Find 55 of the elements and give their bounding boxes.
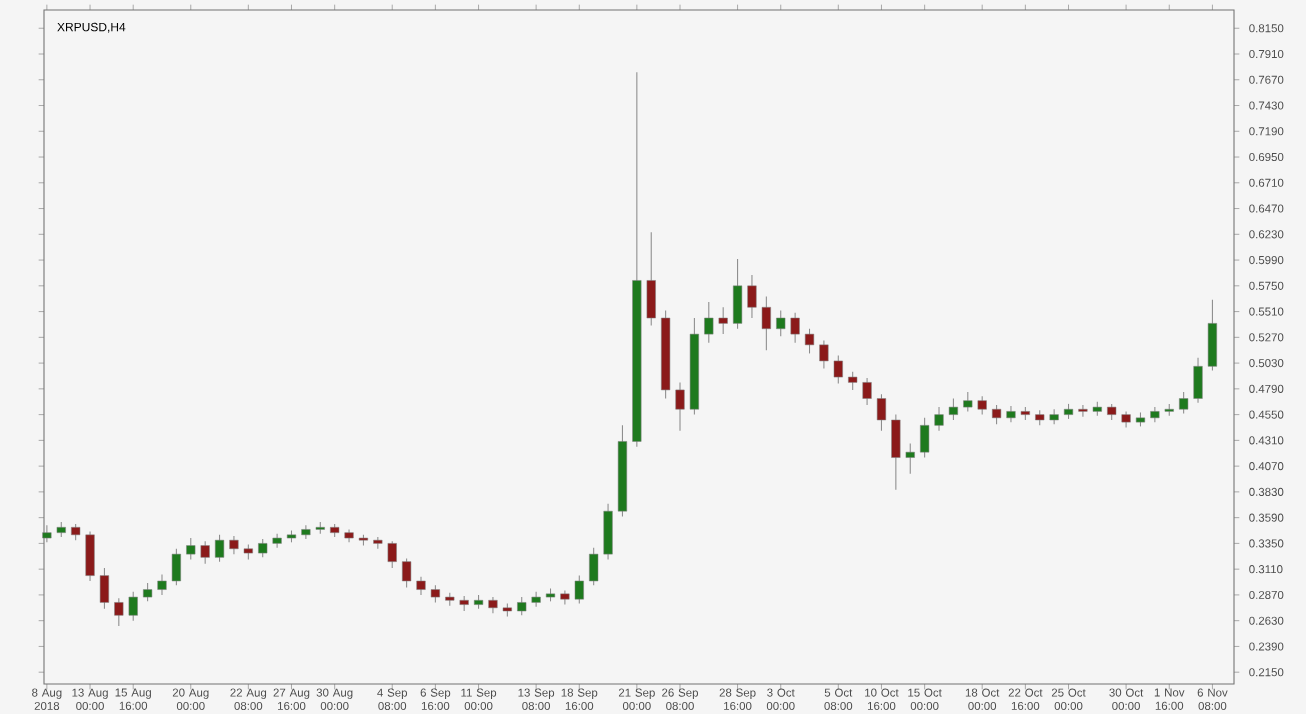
- candlestick: [934, 406, 944, 432]
- candlestick: [790, 312, 800, 344]
- candlestick: [819, 340, 829, 369]
- candlestick: [157, 573, 167, 596]
- candlestick: [200, 540, 210, 565]
- candlestick: [948, 397, 958, 421]
- candlestick: [891, 414, 901, 491]
- candlestick: [920, 417, 930, 459]
- candlestick: [833, 355, 843, 385]
- candlestick: [1006, 405, 1016, 423]
- candlestick: [1207, 299, 1217, 372]
- candlestick: [963, 391, 973, 412]
- candlestick: [531, 591, 541, 608]
- candlestick: [1193, 357, 1203, 404]
- candlestick: [258, 538, 268, 558]
- candlestick: [1150, 406, 1160, 423]
- candlestick: [416, 576, 426, 596]
- candlestick: [560, 590, 570, 606]
- candlestick: [272, 533, 282, 549]
- candlestick: [402, 557, 412, 588]
- candlestick: [991, 404, 1002, 425]
- candlestick: [905, 443, 915, 475]
- candlestick: [776, 309, 786, 337]
- candlestick: [1078, 404, 1088, 418]
- candlestick: [186, 537, 196, 561]
- candlestick: [42, 524, 52, 543]
- candlestick: [675, 381, 685, 432]
- candlestick: [732, 258, 743, 330]
- candlestick: [99, 567, 110, 610]
- candlestick: [488, 596, 498, 614]
- candlestick: [114, 597, 124, 627]
- candlestick: [876, 393, 887, 432]
- candlestick: [704, 301, 714, 344]
- candlestick: [747, 274, 757, 319]
- candlestick: [143, 582, 153, 602]
- candlestick: [171, 548, 181, 586]
- candlestick: [589, 547, 599, 586]
- candlestick: [387, 540, 397, 569]
- candlestick: [761, 296, 771, 351]
- candlestick: [603, 503, 613, 561]
- candlestick: [85, 531, 95, 582]
- candlestick: [718, 306, 728, 335]
- candlestick: [301, 524, 311, 540]
- candlestick: [517, 596, 527, 616]
- candlestick: [229, 535, 239, 555]
- candlestick: [574, 575, 584, 605]
- candlestick: [804, 328, 815, 354]
- candlestick: [1179, 391, 1189, 415]
- candlestick: [214, 534, 225, 563]
- candlestick: [848, 371, 858, 391]
- candlestick: [128, 591, 138, 622]
- candlestick: [977, 395, 987, 416]
- candlestick: [862, 377, 872, 406]
- candlestick: [1049, 408, 1059, 425]
- candlestick: [646, 231, 656, 327]
